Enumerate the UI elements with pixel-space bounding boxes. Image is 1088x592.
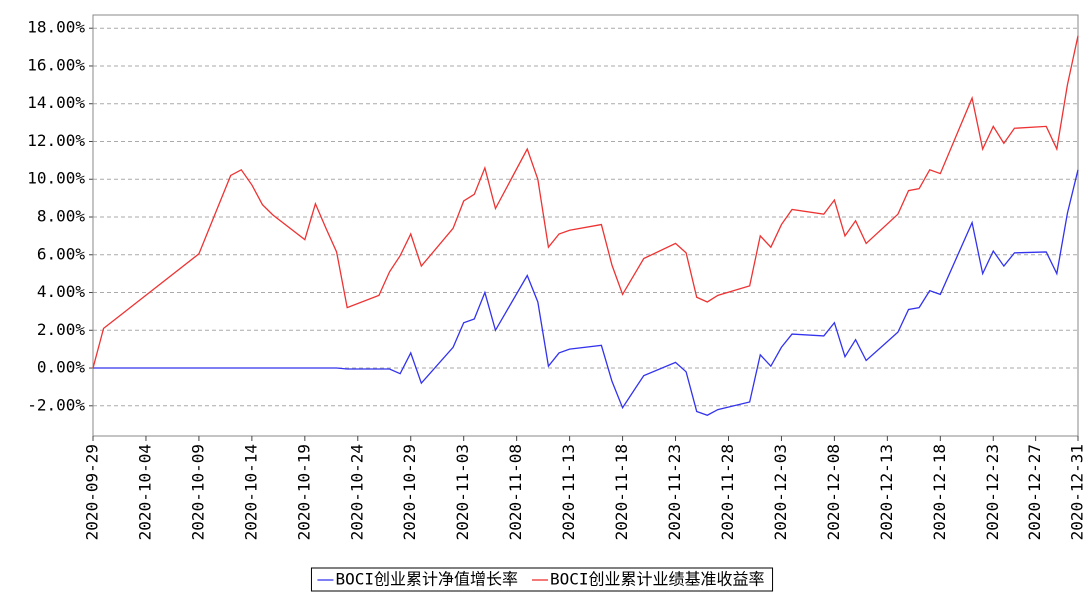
x-tick-label: 2020-12-31 (1068, 444, 1087, 540)
x-tick-label: 2020-12-08 (824, 444, 843, 540)
y-tick-label: -2.00% (27, 395, 85, 414)
x-tick-label: 2020-12-13 (877, 444, 896, 540)
y-tick-label: 16.00% (27, 55, 85, 74)
legend: BOCI创业累计净值增长率 BOCI创业累计业绩基准收益率 (310, 567, 774, 592)
x-tick-label: 2020-11-08 (506, 444, 525, 540)
series-line (93, 169, 1079, 416)
y-tick-label: 18.00% (27, 18, 85, 37)
x-tick-label: 2020-10-19 (294, 444, 313, 540)
series-line (92, 35, 1079, 369)
y-tick-label: 6.00% (37, 244, 86, 263)
x-tick-label: 2020-10-24 (347, 444, 366, 540)
x-tick-label: 2020-09-29 (83, 444, 102, 540)
x-tick-label: 2020-10-04 (135, 444, 154, 540)
x-tick-label: 2020-11-13 (559, 444, 578, 540)
x-tick-label: 2020-11-23 (665, 444, 684, 540)
x-tick-label: 2020-10-14 (241, 444, 260, 540)
x-tick-label: 2020-11-18 (612, 444, 631, 540)
y-tick-label: 4.00% (37, 282, 86, 301)
y-tick-label: 10.00% (27, 169, 85, 188)
legend-item: BOCI创业累计业绩基准收益率 (532, 570, 765, 589)
y-tick-label: 8.00% (37, 207, 86, 226)
x-tick-label: 2020-12-23 (983, 444, 1002, 540)
legend-label: BOCI创业累计净值增长率 (335, 570, 518, 589)
y-tick-label: 12.00% (27, 131, 85, 150)
y-tick-label: 0.00% (37, 358, 86, 377)
x-tick-label: 2020-12-03 (771, 444, 790, 540)
y-tick-label: 2.00% (37, 320, 86, 339)
x-tick-label: 2020-12-27 (1025, 444, 1044, 540)
legend-label: BOCI创业累计业绩基准收益率 (550, 570, 765, 589)
x-tick-label: 2020-11-03 (453, 444, 472, 540)
x-tick-label: 2020-10-29 (400, 444, 419, 540)
legend-item: BOCI创业累计净值增长率 (317, 570, 518, 589)
plot-frame (92, 14, 1079, 437)
y-tick-label: 14.00% (27, 93, 85, 112)
x-tick-label: 2020-12-18 (930, 444, 949, 540)
x-tick-label: 2020-10-09 (188, 444, 207, 540)
x-tick-label: 2020-11-28 (718, 444, 737, 540)
